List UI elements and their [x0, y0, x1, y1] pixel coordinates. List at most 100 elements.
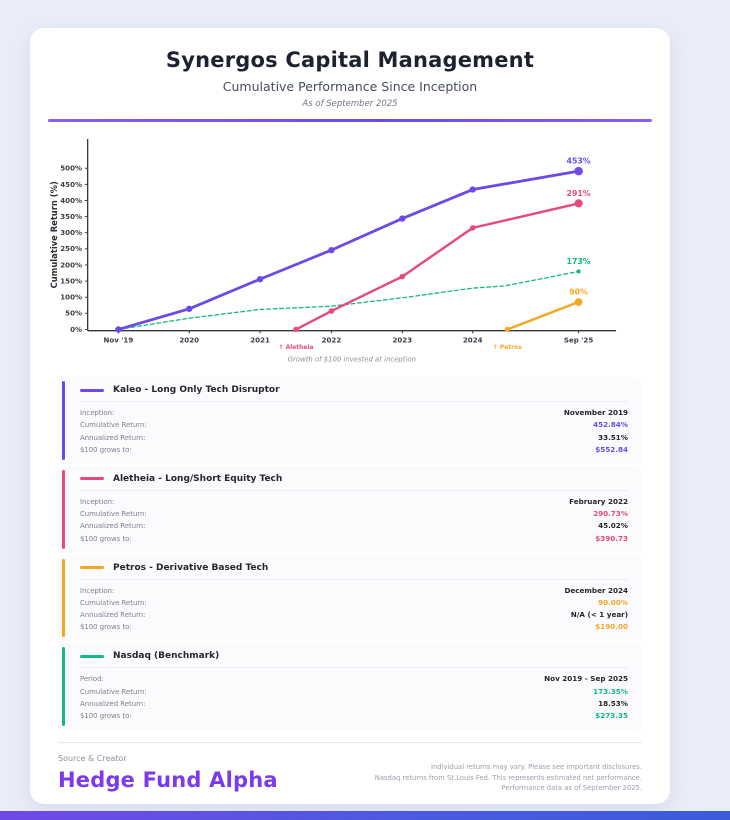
- legend-header: Nasdaq (Benchmark): [80, 651, 628, 669]
- metric-rows: Inception: November 2019 Cumulative Return…: [80, 402, 628, 456]
- metric-label: $100 grows to:: [80, 712, 132, 721]
- x-tick-label: 2023: [392, 335, 412, 344]
- y-tick-label: 500%: [60, 163, 82, 172]
- metric-label: Inception:: [80, 409, 115, 418]
- legend-card: Aletheia - Long/Short Equity Tech Incepti…: [58, 465, 642, 553]
- disclaimer-line: Performance data as of September 2025.: [501, 784, 642, 793]
- x-tick-label: 2022: [322, 335, 342, 344]
- legend-header: Kaleo - Long Only Tech Disruptor: [80, 385, 628, 403]
- report-card: Synergos Capital Management Cumulative P…: [30, 28, 670, 804]
- metric-label: Cumulative Return:: [80, 598, 147, 607]
- metric-label: Period:: [80, 675, 104, 684]
- metric-row: Cumulative Return: 452.84%: [80, 419, 628, 431]
- series-name: Aletheia - Long/Short Equity Tech: [113, 473, 283, 484]
- y-tick-label: 400%: [60, 195, 82, 204]
- metric-row: Cumulative Return: 173.35%: [80, 686, 628, 698]
- series-line: [294, 201, 580, 331]
- series-swatch-icon: [80, 566, 104, 570]
- metric-value: $190.00: [595, 622, 628, 632]
- metric-label: Cumulative Return:: [80, 421, 147, 430]
- metric-rows: Inception: December 2024 Cumulative Return…: [80, 580, 628, 634]
- data-point: [115, 325, 122, 333]
- metric-value: 452.84%: [593, 420, 628, 430]
- metric-row: Inception: November 2019: [80, 407, 628, 419]
- metric-value: $390.73: [595, 533, 628, 543]
- x-tick-label: 2024: [463, 335, 483, 344]
- series-line: [117, 270, 580, 330]
- metric-row: Annualized Return: 33.51%: [80, 432, 628, 444]
- metric-value: 173.35%: [593, 686, 628, 696]
- data-point: [574, 198, 583, 207]
- metric-value: 33.51%: [598, 432, 628, 442]
- metric-value: February 2022: [569, 496, 628, 506]
- metric-row: $100 grows to: $390.73: [80, 533, 628, 545]
- series-line: [116, 169, 580, 331]
- metric-row: $100 grows to: $190.00: [80, 621, 628, 633]
- end-value-label: 90%: [569, 287, 588, 296]
- y-tick-label: 300%: [60, 228, 82, 237]
- inception-annotation: ↑ Petros: [493, 343, 522, 350]
- y-tick-label: 100%: [60, 292, 82, 301]
- metric-value: 90.00%: [598, 597, 628, 607]
- end-value-label: 291%: [567, 188, 591, 197]
- end-value-label: 173%: [567, 256, 591, 265]
- x-tick-label: 2020: [179, 335, 199, 344]
- metric-row: Inception: December 2024: [80, 585, 628, 597]
- page-subtitle: Cumulative Performance Since Inception: [222, 79, 478, 94]
- data-point: [504, 326, 510, 332]
- title-divider: [48, 119, 652, 122]
- data-point: [469, 224, 476, 231]
- metric-value: 290.73%: [593, 509, 628, 519]
- series-swatch-icon: [80, 654, 104, 658]
- metric-row: Cumulative Return: 90.00%: [80, 597, 628, 609]
- footer-source: Source & Creator Hedge Fund Alpha: [58, 754, 278, 792]
- metric-label: Annualized Return:: [80, 699, 146, 708]
- metric-label: Inception:: [80, 586, 115, 595]
- y-axis-label: Cumulative Return (%): [49, 181, 59, 288]
- metric-row: Cumulative Return: 290.73%: [80, 508, 628, 520]
- metric-row: Period: Nov 2019 - Sep 2025: [80, 673, 628, 685]
- metric-rows: Inception: February 2022 Cumulative Return…: [80, 491, 628, 545]
- disclaimers: Individual returns may vary. Please see …: [375, 754, 642, 794]
- brand-name: Hedge Fund Alpha: [58, 768, 278, 793]
- series-swatch-icon: [80, 477, 104, 481]
- x-tick-label: Nov '19: [103, 335, 133, 344]
- chart-caption: Growth of $100 invested at inception: [288, 355, 416, 363]
- data-point: [186, 305, 193, 312]
- bottom-gradient-bar: [0, 811, 730, 820]
- metric-row: $100 grows to: $273.35: [80, 710, 628, 722]
- data-point: [576, 268, 581, 273]
- metric-label: Annualized Return:: [80, 433, 146, 442]
- metric-label: $100 grows to:: [80, 445, 132, 454]
- metric-row: Annualized Return: 18.53%: [80, 698, 628, 710]
- y-tick-label: 200%: [60, 260, 82, 269]
- data-point: [574, 297, 583, 306]
- series-line: [506, 300, 580, 331]
- legend-header: Aletheia - Long/Short Equity Tech: [80, 474, 628, 491]
- metric-value: 18.53%: [598, 698, 628, 708]
- legend-card: Petros - Derivative Based Tech Inception:…: [58, 554, 642, 642]
- metric-row: Annualized Return: 45.02%: [80, 520, 628, 532]
- y-tick-label: 450%: [60, 179, 82, 188]
- metric-value: December 2024: [564, 585, 628, 595]
- metric-label: Cumulative Return:: [80, 687, 147, 696]
- metric-label: Cumulative Return:: [80, 510, 147, 519]
- as-of-date: As of September 2025: [302, 99, 398, 109]
- metric-value: Nov 2019 - Sep 2025: [544, 674, 628, 684]
- data-point: [256, 275, 264, 282]
- metric-rows: Period: Nov 2019 - Sep 2025 Cumulative Ret…: [80, 668, 628, 722]
- legend-cards: Kaleo - Long Only Tech Disruptor Inceptio…: [58, 377, 642, 731]
- data-point: [399, 273, 406, 279]
- metric-value: 45.02%: [598, 521, 628, 531]
- data-point: [328, 307, 335, 314]
- inception-annotation: ↑ Aletheia: [279, 343, 314, 350]
- series-name: Petros - Derivative Based Tech: [113, 562, 269, 573]
- disclaimer-line: Nasdaq returns from St.Louis Fed. This r…: [374, 773, 642, 782]
- metric-row: Inception: February 2022: [80, 496, 628, 508]
- metric-label: Annualized Return:: [80, 522, 146, 531]
- series-name: Kaleo - Long Only Tech Disruptor: [113, 385, 280, 396]
- series-swatch-icon: [80, 388, 104, 392]
- y-tick-label: 50%: [65, 308, 82, 317]
- source-label: Source & Creator: [58, 754, 127, 764]
- chart-svg: 0% 50% 100% 150% 200% 250% 300% 350% 400% 450% 500…: [49, 138, 617, 363]
